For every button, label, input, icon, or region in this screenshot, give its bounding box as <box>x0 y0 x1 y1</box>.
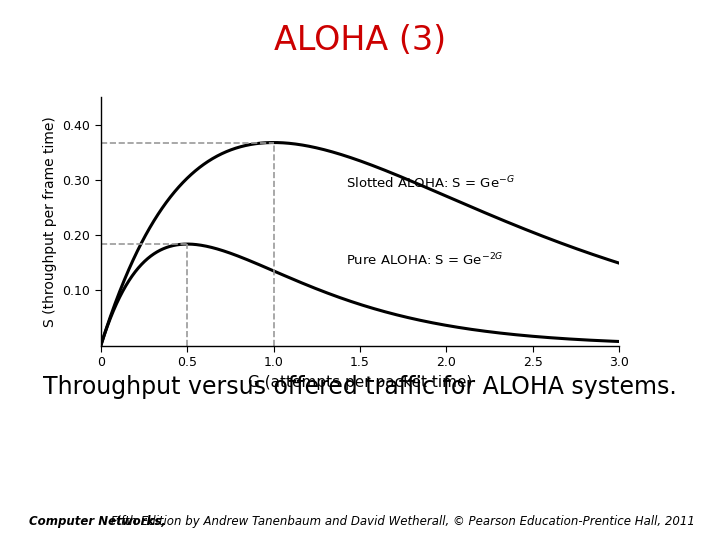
Text: Slotted ALOHA: S = Ge$^{-G}$: Slotted ALOHA: S = Ge$^{-G}$ <box>346 174 515 191</box>
Text: ALOHA (3): ALOHA (3) <box>274 24 446 57</box>
X-axis label: G (attempts per packet time): G (attempts per packet time) <box>248 375 472 389</box>
Text: Pure ALOHA: S = Ge$^{-2G}$: Pure ALOHA: S = Ge$^{-2G}$ <box>346 252 504 268</box>
Y-axis label: S (throughput per frame time): S (throughput per frame time) <box>43 116 57 327</box>
Text: Computer Networks,: Computer Networks, <box>29 515 166 528</box>
Text: Throughput versus offered traffic for ALOHA systems.: Throughput versus offered traffic for AL… <box>43 375 677 399</box>
Text: Fifth Edition by Andrew Tanenbaum and David Wetherall, © Pearson Education-Prent: Fifth Edition by Andrew Tanenbaum and Da… <box>107 515 694 528</box>
